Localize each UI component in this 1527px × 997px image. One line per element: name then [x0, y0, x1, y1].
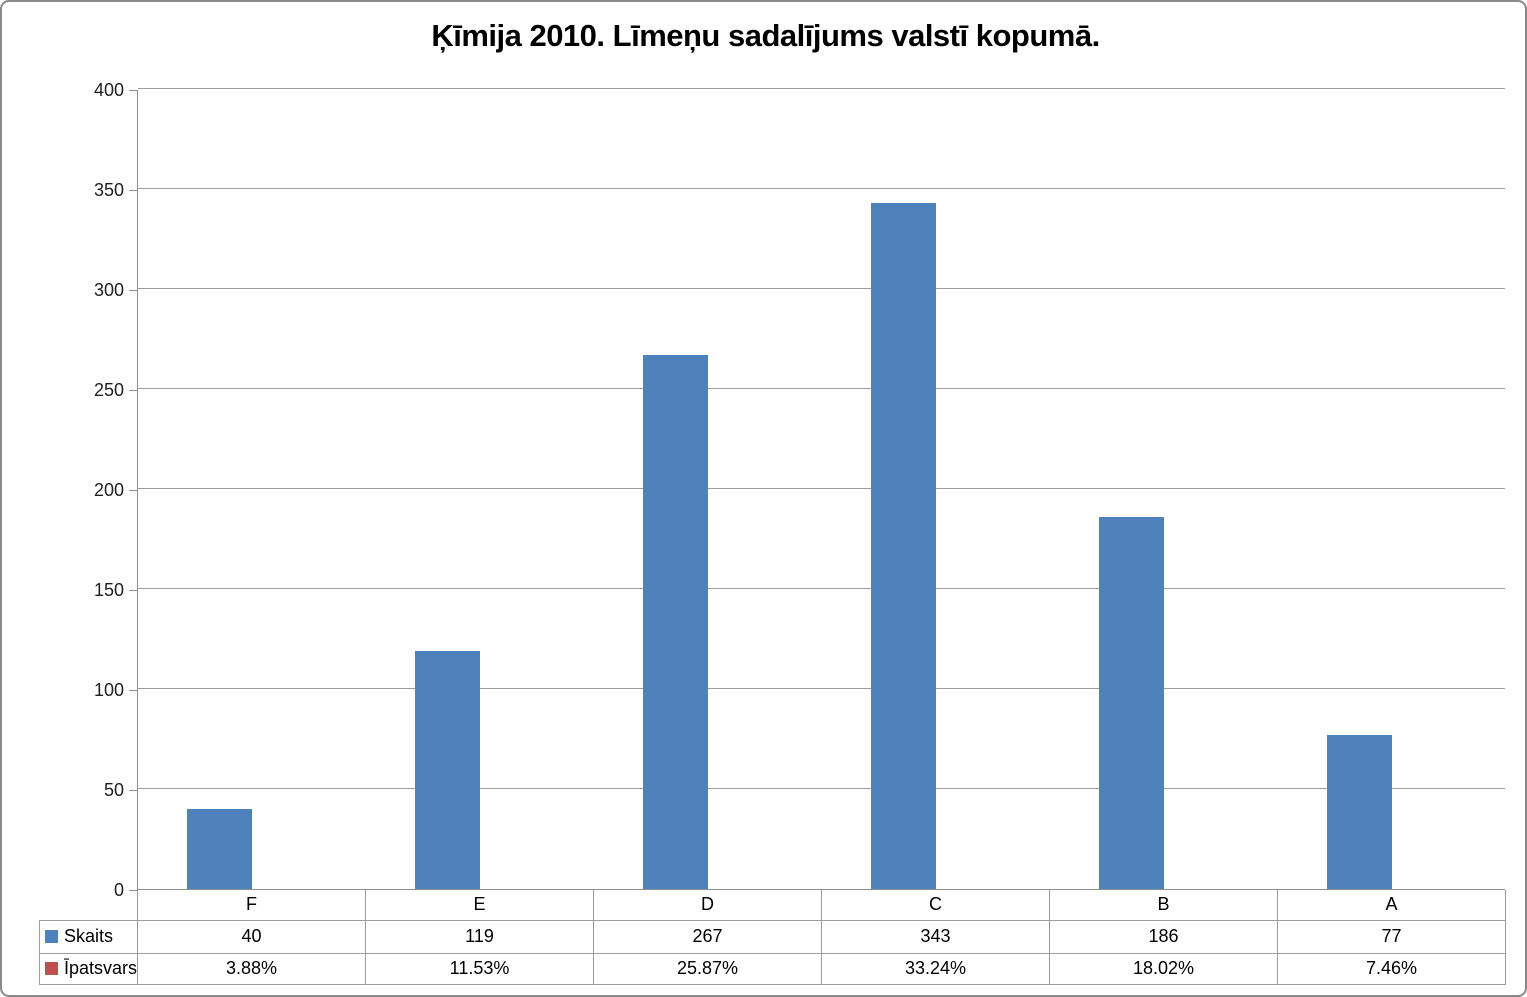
gridline-y-250: [138, 388, 1505, 389]
gridline-y-300: [138, 288, 1505, 289]
y-axis-tick-400: [129, 90, 137, 91]
value-cell-īpatsvars-A: 7.46%: [1277, 952, 1506, 985]
value-cell-skaits-E: 119: [365, 919, 594, 954]
y-axis-tick-300: [129, 290, 137, 291]
plot-area: [137, 88, 1505, 890]
y-axis-label-150: 150: [93, 580, 124, 600]
bar-skaits-F: [186, 809, 252, 889]
bar-skaits-C: [870, 203, 936, 889]
series-label-cell-īpatsvars: Īpatsvars: [39, 952, 138, 985]
y-axis-tick-50: [129, 790, 137, 791]
y-axis-tick-100: [129, 690, 137, 691]
value-cell-skaits-D: 267: [593, 919, 822, 954]
value-cell-skaits-F: 40: [137, 919, 366, 954]
y-axis-tick-0: [129, 890, 137, 891]
y-axis-label-0: 0: [113, 880, 124, 900]
y-axis-tick-350: [129, 190, 137, 191]
category-header-cell-C: C: [821, 890, 1050, 921]
bar-skaits-B: [1098, 517, 1164, 889]
gridline-y-400: [138, 88, 1505, 89]
gridline-y-350: [138, 188, 1505, 189]
series-name-skaits: Skaits: [64, 926, 114, 946]
value-cell-skaits-A: 77: [1277, 919, 1506, 954]
series-label-cell-skaits: Skaits: [39, 919, 138, 954]
value-cell-īpatsvars-E: 11.53%: [365, 952, 594, 985]
category-header-cell-D: D: [593, 890, 822, 921]
legend-swatch-icon-īpatsvars: [45, 962, 58, 975]
y-axis-label-300: 300: [93, 280, 124, 300]
gridline-y-150: [138, 588, 1505, 589]
y-axis-label-250: 250: [93, 380, 124, 400]
y-axis-label-100: 100: [93, 680, 124, 700]
gridline-y-50: [138, 788, 1505, 789]
series-row-skaits: Skaits 40 119 267 343 186 77: [39, 919, 1506, 954]
legend-swatch-icon-skaits: [45, 930, 58, 943]
y-axis-label-50: 50: [103, 780, 124, 800]
bar-skaits-A: [1326, 735, 1392, 889]
bar-skaits-E: [414, 651, 480, 889]
value-cell-skaits-C: 343: [821, 919, 1050, 954]
value-cell-skaits-B: 186: [1049, 919, 1278, 954]
table-corner-spacer: [40, 890, 138, 920]
category-header-cell-A: A: [1277, 890, 1506, 921]
value-cell-īpatsvars-B: 18.02%: [1049, 952, 1278, 985]
value-cell-īpatsvars-D: 25.87%: [593, 952, 822, 985]
series-name-īpatsvars: Īpatsvars: [64, 958, 138, 978]
gridline-y-200: [138, 488, 1505, 489]
gridline-y-100: [138, 688, 1505, 689]
y-axis-label-350: 350: [93, 180, 124, 200]
chart-title: Ķīmija 2010. Līmeņu sadalījums valstī ko…: [431, 18, 1100, 53]
y-axis-label-200: 200: [93, 480, 124, 500]
category-header-cell-E: E: [365, 890, 594, 921]
series-row-īpatsvars: Īpatsvars 3.88% 11.53% 25.87% 33.24% 18.02% 7.…: [39, 952, 1506, 985]
bar-skaits-D: [642, 355, 708, 889]
category-header-cell-F: F: [137, 890, 366, 921]
data-table: F E D C B A Skaits 40 119 267 343 186 77 Īpatsvars 3.8…: [39, 890, 1506, 985]
category-header-cell-B: B: [1049, 890, 1278, 921]
y-axis-label-400: 400: [93, 80, 124, 100]
y-axis-tick-200: [129, 490, 137, 491]
value-cell-īpatsvars-C: 33.24%: [821, 952, 1050, 985]
y-axis-tick-250: [129, 390, 137, 391]
value-cell-īpatsvars-F: 3.88%: [137, 952, 366, 985]
y-axis-tick-150: [129, 590, 137, 591]
